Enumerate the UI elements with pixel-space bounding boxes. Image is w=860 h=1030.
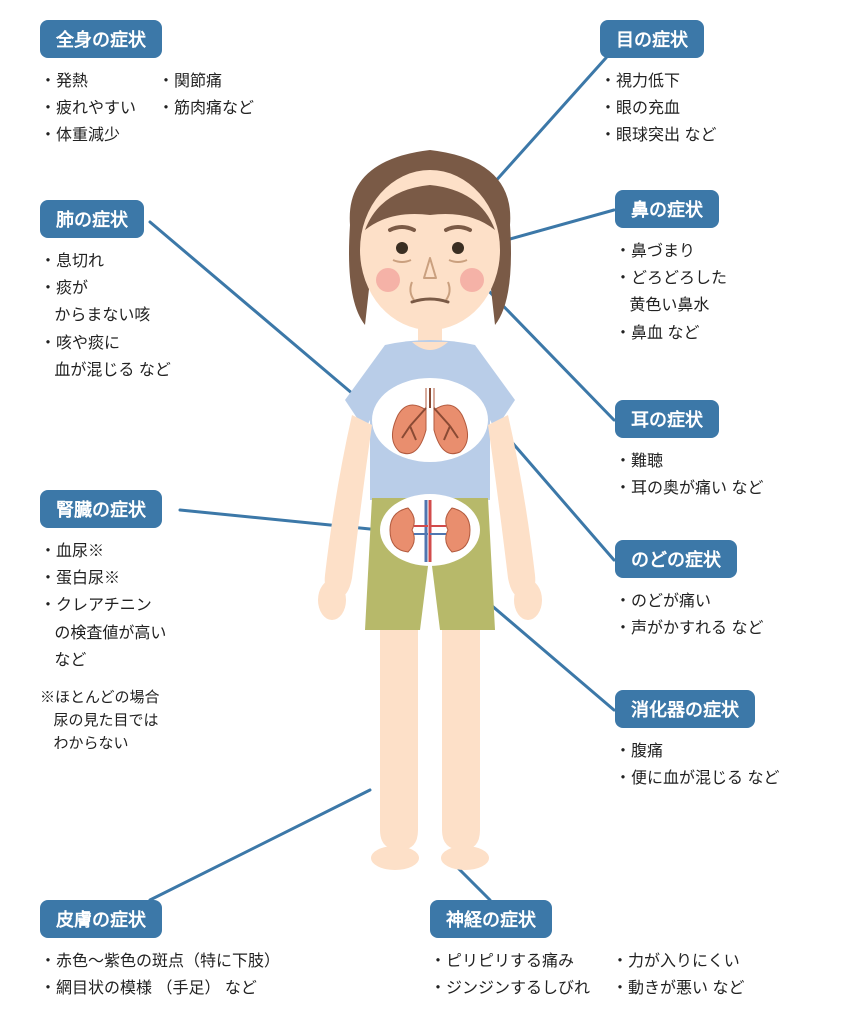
list-item: 蛋白尿※ — [40, 565, 166, 592]
list-item: 体重減少 — [40, 122, 136, 149]
list-item: 腹痛 — [615, 738, 779, 765]
pill-kidney: 腎臓の症状 — [40, 490, 162, 528]
section-gi: 消化器の症状 腹痛便に血が混じる など — [615, 690, 779, 792]
list-item: 発熱 — [40, 68, 136, 95]
items-skin: 赤色～紫色の斑点（特に下肢）網目状の模様 （手足） など — [40, 948, 280, 1002]
list-item: どろどろした黄色い鼻水 — [615, 265, 727, 319]
pill-whole-body: 全身の症状 — [40, 20, 162, 58]
items-nose: 鼻づまりどろどろした黄色い鼻水鼻血 など — [615, 238, 727, 347]
items-gi: 腹痛便に血が混じる など — [615, 738, 779, 792]
list-item: 眼球突出 など — [600, 122, 716, 149]
list-item: 鼻血 など — [615, 320, 727, 347]
list-item: 動きが悪い など — [612, 975, 772, 1002]
list-item: 視力低下 — [600, 68, 716, 95]
section-nerve: 神経の症状 ピリピリする痛みジンジンするしびれ力が入りにくい動きが悪い など — [430, 900, 772, 1002]
section-eye: 目の症状 視力低下眼の充血眼球突出 など — [600, 20, 716, 150]
pill-throat: のどの症状 — [615, 540, 737, 578]
list-item: のどが痛い — [615, 588, 763, 615]
list-item: 関節痛 — [158, 68, 254, 95]
list-item: 声がかすれる など — [615, 615, 763, 642]
section-lung: 肺の症状 息切れ痰がからまない咳咳や痰に血が混じる など — [40, 200, 171, 384]
note-kidney: ※ほとんどの場合尿の見た目ではわからない — [40, 686, 166, 756]
pill-lung: 肺の症状 — [40, 200, 144, 238]
list-item: 痰がからまない咳 — [40, 275, 171, 329]
section-nose: 鼻の症状 鼻づまりどろどろした黄色い鼻水鼻血 など — [615, 190, 727, 347]
items-eye: 視力低下眼の充血眼球突出 など — [600, 68, 716, 150]
list-item: 力が入りにくい — [612, 948, 772, 975]
pill-eye: 目の症状 — [600, 20, 704, 58]
list-item: 鼻づまり — [615, 238, 727, 265]
list-item: ジンジンするしびれ — [430, 975, 590, 1002]
pill-gi: 消化器の症状 — [615, 690, 755, 728]
character-figure — [290, 130, 570, 890]
pill-nerve: 神経の症状 — [430, 900, 552, 938]
section-whole-body: 全身の症状 発熱疲れやすい体重減少関節痛筋肉痛など — [40, 20, 254, 150]
list-item: 息切れ — [40, 248, 171, 275]
symptom-diagram: 全身の症状 発熱疲れやすい体重減少関節痛筋肉痛など 目の症状 視力低下眼の充血眼… — [0, 0, 860, 1030]
list-item: 赤色～紫色の斑点（特に下肢） — [40, 948, 280, 975]
items-throat: のどが痛い声がかすれる など — [615, 588, 763, 642]
pill-nose: 鼻の症状 — [615, 190, 719, 228]
list-item: 眼の充血 — [600, 95, 716, 122]
list-item: クレアチニンの検査値が高いなど — [40, 592, 166, 674]
items-kidney: 血尿※蛋白尿※クレアチニンの検査値が高いなど — [40, 538, 166, 674]
items-ear: 難聴耳の奥が痛い など — [615, 448, 763, 502]
items-whole-body: 発熱疲れやすい体重減少関節痛筋肉痛など — [40, 68, 254, 150]
list-item: 網目状の模様 （手足） など — [40, 975, 280, 1002]
items-lung: 息切れ痰がからまない咳咳や痰に血が混じる など — [40, 248, 171, 384]
items-nerve: ピリピリする痛みジンジンするしびれ力が入りにくい動きが悪い など — [430, 948, 772, 1002]
section-skin: 皮膚の症状 赤色～紫色の斑点（特に下肢）網目状の模様 （手足） など — [40, 900, 280, 1002]
section-kidney: 腎臓の症状 血尿※蛋白尿※クレアチニンの検査値が高いなど ※ほとんどの場合尿の見… — [40, 490, 166, 756]
list-item: 疲れやすい — [40, 95, 136, 122]
list-item: 便に血が混じる など — [615, 765, 779, 792]
list-item: 血尿※ — [40, 538, 166, 565]
list-item: 咳や痰に血が混じる など — [40, 330, 171, 384]
list-item: 難聴 — [615, 448, 763, 475]
list-item: ピリピリする痛み — [430, 948, 590, 975]
list-item: 筋肉痛など — [158, 95, 254, 122]
list-item: 耳の奥が痛い など — [615, 475, 763, 502]
section-ear: 耳の症状 難聴耳の奥が痛い など — [615, 400, 763, 502]
section-throat: のどの症状 のどが痛い声がかすれる など — [615, 540, 763, 642]
pill-skin: 皮膚の症状 — [40, 900, 162, 938]
pill-ear: 耳の症状 — [615, 400, 719, 438]
